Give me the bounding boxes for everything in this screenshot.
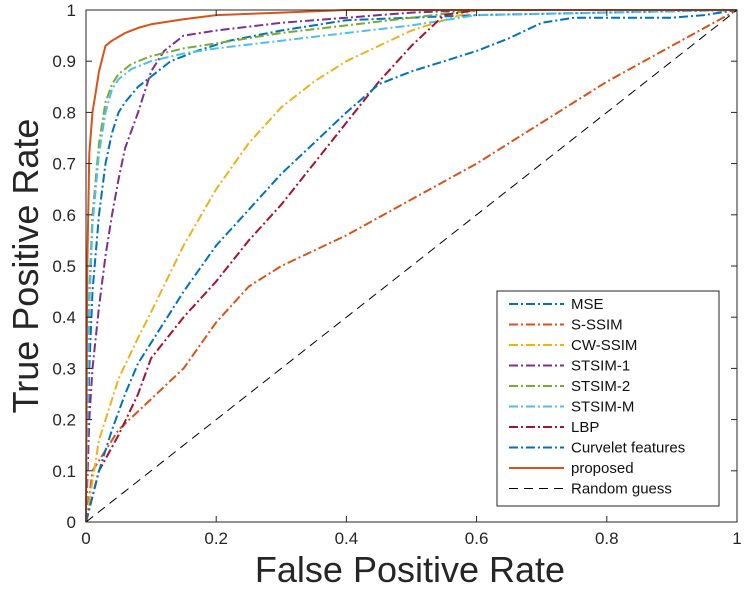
series-line-s-ssim	[85, 9, 738, 523]
x-tick-label: 0.8	[595, 529, 619, 548]
legend-label-stsim-m: STSIM-M	[571, 399, 634, 416]
y-tick-label: 0.3	[52, 359, 76, 378]
y-tick-label: 0.5	[52, 257, 76, 276]
ticks-layer: 0 0.2 0.4 0.6 0.8 1 0 0.1 0.2 0.3 0.4 0.5 0.6 0.7 0.8 0…	[52, 1, 741, 548]
legend-box	[496, 290, 720, 507]
series-line-proposed	[85, 9, 737, 523]
x-tick-label: 0.4	[335, 529, 359, 548]
legend-label-proposed: proposed	[571, 460, 634, 477]
series-layer	[85, 9, 738, 523]
x-tick-label: 1	[732, 529, 741, 548]
series-line-stsim-1	[85, 9, 737, 523]
y-axis-title: True Positive Rate	[5, 119, 46, 414]
y-tick-label: 0.4	[52, 308, 76, 327]
series-line-mse	[85, 9, 738, 523]
x-tick-label: 0	[81, 529, 90, 548]
legend-label-stsim-2: STSIM-2	[571, 378, 630, 395]
series-line-curvelet-features	[85, 9, 738, 523]
y-tick-label: 0.2	[52, 411, 76, 430]
x-tick-label: 0.2	[204, 529, 228, 548]
series-line-random-guess	[85, 9, 738, 523]
legend: MSE S-SSIM CW-SSIM STSIM-1 STSIM-2 STSIM-M LBP…	[496, 290, 720, 507]
legend-label-lbp: LBP	[571, 419, 599, 436]
legend-label-cw-ssim: CW-SSIM	[571, 337, 637, 354]
legend-label-s-ssim: S-SSIM	[571, 317, 623, 334]
y-tick-label: 0	[67, 513, 76, 532]
y-tick-label: 0.9	[52, 52, 76, 71]
x-tick-label: 0.6	[465, 529, 489, 548]
y-tick-label: 0.7	[52, 155, 76, 174]
y-tick-label: 0.8	[52, 103, 76, 122]
legend-label-random-guess: Random guess	[571, 481, 672, 498]
y-tick-label: 0.6	[52, 206, 76, 225]
series-line-cw-ssim	[85, 9, 737, 523]
series-line-stsim-m	[85, 9, 738, 523]
legend-label-mse: MSE	[571, 296, 604, 313]
x-axis-title: False Positive Rate	[255, 549, 565, 590]
legend-label-stsim-1: STSIM-1	[571, 358, 630, 375]
legend-label-curvelet-features: Curvelet features	[571, 440, 685, 457]
y-tick-label: 0.1	[52, 462, 76, 481]
series-line-lbp	[85, 9, 737, 523]
y-tick-label: 1	[67, 1, 76, 20]
